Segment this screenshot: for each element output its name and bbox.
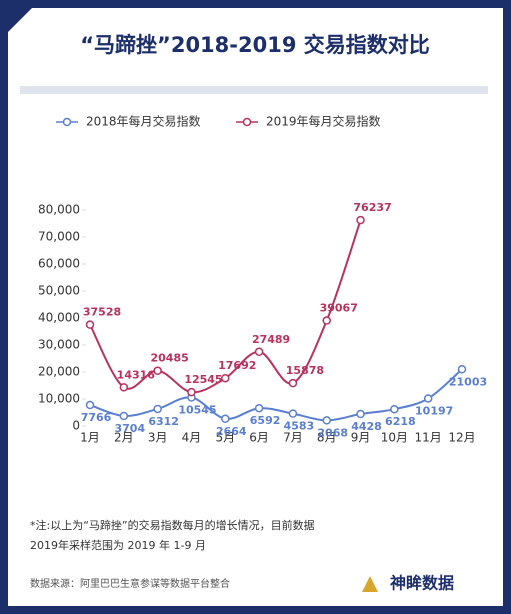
legend-marker	[242, 117, 252, 127]
point	[221, 414, 230, 424]
x-tick-label: 10月	[381, 431, 408, 445]
point	[119, 383, 129, 392]
point	[322, 416, 331, 425]
source: 数据来源：阿里巴巴生意参谋等数据平台整合	[30, 577, 230, 590]
data-label: 21003	[449, 375, 487, 388]
data-label: 2068	[317, 426, 348, 439]
point	[390, 404, 399, 414]
point	[288, 378, 298, 388]
y-tick-label: 20,000	[38, 365, 80, 379]
data-label: 6592	[250, 414, 281, 427]
title-rule	[20, 86, 488, 94]
data-label: 6218	[385, 415, 416, 428]
data-label: 15878	[286, 364, 324, 377]
y-tick-label: 0	[72, 419, 80, 433]
y-tick-label: 80,000	[38, 203, 80, 217]
brand: 神眸数据	[390, 574, 454, 593]
point	[119, 411, 129, 421]
data-label: 37528	[83, 306, 121, 319]
corner	[0, 0, 40, 40]
y-tick-label: 40,000	[38, 311, 80, 325]
point	[221, 373, 230, 383]
x-tick-label: 5月	[215, 431, 235, 445]
data-label: 20485	[150, 352, 188, 365]
point	[153, 366, 162, 375]
brand-logo	[362, 576, 378, 592]
point	[254, 347, 264, 357]
data-label: 14316	[117, 368, 156, 381]
point	[356, 409, 365, 419]
point	[187, 387, 196, 397]
x-tick-label: 8月	[317, 431, 337, 445]
data-label: 76237	[353, 201, 391, 214]
data-label: 4583	[284, 420, 315, 433]
point	[85, 400, 95, 410]
data-label: 27489	[252, 333, 290, 346]
data-label: 4428	[351, 420, 382, 433]
data-label: 7766	[81, 411, 112, 424]
y-tick-label: 70,000	[38, 230, 80, 244]
data-label: 6312	[148, 415, 179, 428]
x-tick-label: 4月	[182, 431, 202, 445]
point	[322, 316, 331, 325]
chart-title: “马蹄挫”2018-2019 交易指数对比	[80, 33, 430, 57]
data-label: 2664	[216, 425, 247, 438]
data-label: 10545	[178, 404, 216, 417]
legend-marker	[62, 117, 72, 127]
y-tick-label: 30,000	[38, 338, 80, 352]
legend-label: 2019年每月交易指数	[266, 114, 381, 129]
x-tick-label: 7月	[283, 431, 303, 445]
data-label: 3704	[115, 422, 146, 435]
legend-label: 2018年每月交易指数	[86, 114, 201, 129]
x-tick-label: 2月	[114, 431, 134, 445]
data-label: 17692	[218, 359, 256, 372]
point	[254, 403, 264, 413]
x-tick-label: 6月	[249, 431, 269, 445]
panel	[8, 8, 503, 606]
x-tick-label: 12月	[448, 431, 475, 445]
y-tick-label: 60,000	[38, 257, 80, 271]
data-label: 10197	[415, 404, 453, 417]
point	[356, 215, 365, 225]
point	[153, 404, 162, 414]
x-tick-label: 3月	[148, 431, 168, 445]
point	[85, 320, 95, 329]
note: *注:以上为“马蹄挫”的交易指数每月的增长情况，目前数据	[30, 518, 315, 532]
y-tick-label: 50,000	[38, 284, 80, 298]
point	[457, 365, 467, 374]
data-label: 12545	[184, 373, 222, 386]
data-label: 39067	[320, 302, 358, 315]
point	[288, 409, 298, 418]
note: 2019年采样范围为 2019 年 1-9 月	[30, 538, 206, 552]
x-tick-label: 11月	[415, 431, 442, 445]
point	[423, 394, 433, 403]
x-tick-label: 1月	[80, 431, 100, 445]
x-tick-label: 9月	[351, 431, 371, 445]
y-tick-label: 10,000	[38, 392, 80, 406]
